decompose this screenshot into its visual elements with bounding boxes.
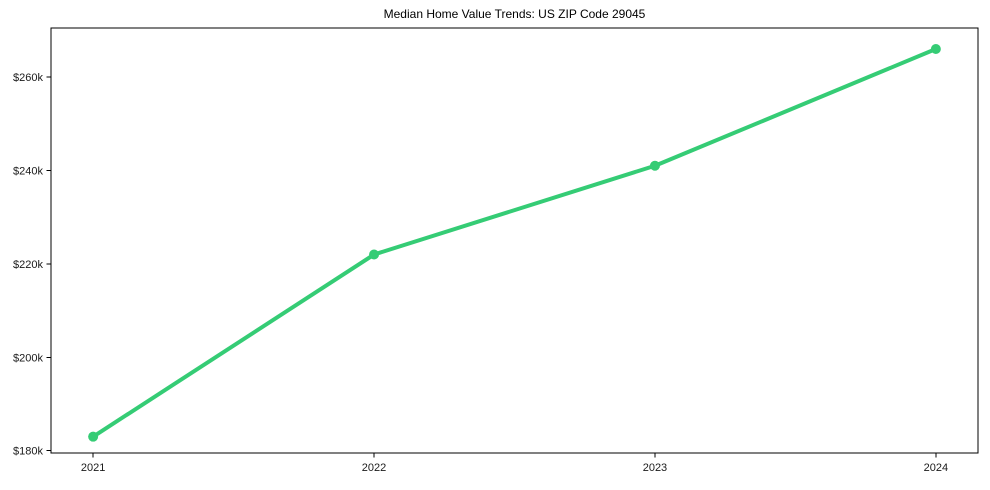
x-tick-label: 2023 bbox=[643, 462, 667, 474]
y-tick-label: $240k bbox=[13, 165, 43, 177]
y-tick-label: $200k bbox=[13, 352, 43, 364]
y-tick-label: $220k bbox=[13, 259, 43, 271]
y-tick-label: $260k bbox=[13, 72, 43, 84]
trend-line bbox=[91, 47, 938, 439]
data-point-2023 bbox=[649, 160, 660, 171]
data-point-2022 bbox=[369, 249, 380, 260]
y-tick-label: $180k bbox=[13, 446, 43, 458]
chart-title: Median Home Value Trends: US ZIP Code 29… bbox=[383, 7, 646, 21]
x-tick-label: 2024 bbox=[924, 462, 948, 474]
plot-border bbox=[50, 27, 979, 454]
x-tick-label: 2022 bbox=[362, 462, 386, 474]
x-tick-label: 2021 bbox=[81, 462, 105, 474]
data-point-2024 bbox=[930, 44, 941, 55]
data-point-2021 bbox=[88, 431, 99, 442]
